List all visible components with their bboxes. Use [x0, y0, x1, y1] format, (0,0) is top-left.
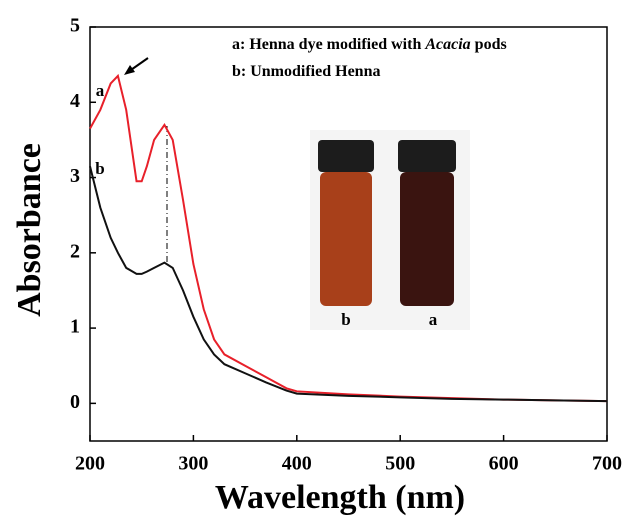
legend-entry: b: Unmodified Henna — [232, 63, 380, 80]
legend-text: a: Henna dye modified with — [232, 36, 425, 53]
y-tick-label: 0 — [70, 391, 80, 413]
x-tick-label: 600 — [489, 453, 519, 475]
y-tick-label: 3 — [70, 165, 80, 187]
x-tick-label: 400 — [282, 453, 312, 475]
legend-text: Acacia — [424, 36, 470, 53]
vial-cap — [398, 140, 456, 172]
curve-label: a — [96, 81, 105, 100]
y-tick-label: 2 — [70, 240, 80, 262]
y-tick-label: 4 — [70, 90, 80, 112]
x-tick-label: 300 — [178, 453, 208, 475]
arrow-head — [124, 65, 135, 75]
curve-label: b — [95, 159, 104, 178]
inset-label: b — [341, 310, 350, 329]
legend-text: b: Unmodified Henna — [232, 63, 380, 80]
vial — [400, 172, 454, 306]
x-tick-label: 200 — [75, 453, 105, 475]
x-tick-label: 700 — [592, 453, 622, 475]
inset-photo — [310, 130, 470, 330]
vial-cap — [318, 140, 374, 172]
vial — [320, 172, 372, 306]
y-axis-label: Absorbance — [11, 143, 48, 317]
y-tick-label: 1 — [70, 316, 80, 338]
inset-label: a — [429, 310, 438, 329]
y-tick-label: 5 — [70, 15, 80, 37]
x-axis-label: Wavelength (nm) — [215, 479, 465, 516]
x-tick-label: 500 — [385, 453, 415, 475]
legend-text: pods — [471, 36, 507, 53]
legend-entry: a: Henna dye modified with Acacia pods — [232, 36, 507, 53]
chart: Wavelength (nm) Absorbance 200 300 400 500 6… — [0, 0, 628, 520]
